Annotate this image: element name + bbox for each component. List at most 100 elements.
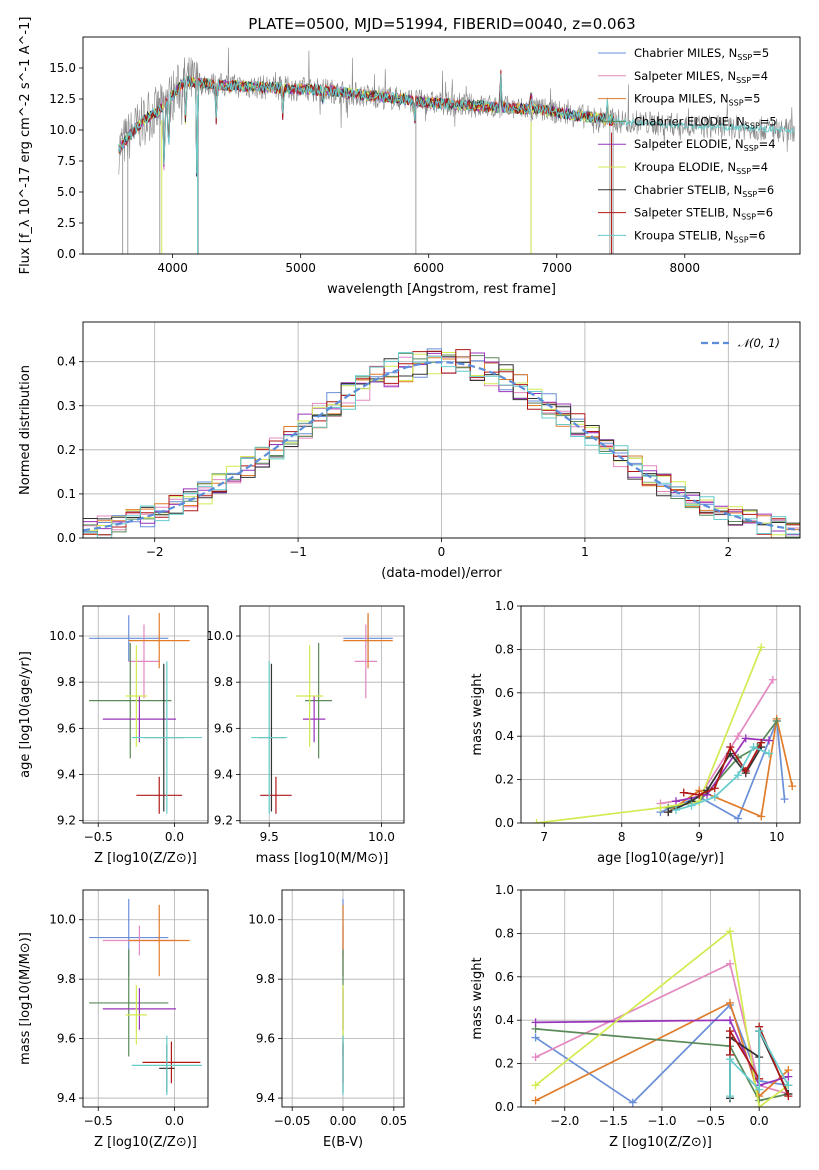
y-tick-label: 0.0 bbox=[57, 247, 76, 261]
panel-weight_vs_Z: −2.0 −1.5 −1.0 −0.5 0.0 0.0 0.2 0.4 0.6 0.8 1.0 Z [… bbox=[470, 883, 801, 1150]
x-axis-label: age [log10(age/yr)] bbox=[597, 851, 724, 866]
y-axis-label: mass weight bbox=[470, 957, 485, 1039]
legend: Chabrier MILES, NSSP=5 Salpeter MILES, NS… bbox=[598, 46, 777, 244]
y-tick-label: 9.8 bbox=[57, 972, 76, 986]
x-tick-label: 4000 bbox=[157, 261, 188, 275]
y-tick-label: 12.5 bbox=[49, 92, 76, 106]
model-line-kroupa_elodie bbox=[118, 73, 614, 168]
y-tick-label: 0.8 bbox=[495, 926, 514, 940]
panel-age_vs_mass: 9.5 10.0 9.2 9.4 9.6 9.8 10.0 mass [log10(M/M⊙)… bbox=[206, 605, 405, 866]
series-marker bbox=[687, 801, 696, 810]
series-marker bbox=[726, 959, 735, 968]
x-tick-label: 7 bbox=[540, 830, 548, 844]
errorbar-salpeter_stelib bbox=[142, 1041, 201, 1084]
y-tick-label: 1.0 bbox=[495, 599, 514, 613]
legend-label: Salpeter ELODIE, NSSP=4 bbox=[634, 137, 776, 153]
series-line bbox=[535, 962, 789, 1095]
weight-series bbox=[531, 927, 793, 1107]
axes-frame bbox=[520, 605, 801, 824]
errorbar-series bbox=[251, 612, 393, 814]
x-axis-label: Z [log10(Z/Z⊙)] bbox=[94, 851, 197, 866]
legend-label: Kroupa STELIB, NSSP=6 bbox=[634, 228, 765, 244]
model-line-salpeter_miles bbox=[118, 73, 615, 171]
legend-label: Kroupa MILES, NSSP=5 bbox=[634, 92, 760, 108]
series-marker bbox=[757, 738, 766, 747]
series-line bbox=[535, 929, 789, 1107]
y-axis-label: Normed distribution bbox=[18, 365, 33, 495]
weight-series bbox=[532, 643, 797, 823]
y-tick-label: 0.2 bbox=[57, 443, 76, 457]
legend-label: Chabrier STELIB, NSSP=6 bbox=[634, 183, 774, 199]
series-line bbox=[535, 1001, 789, 1102]
y-tick-label: 7.5 bbox=[57, 154, 76, 168]
x-tick-label: −2 bbox=[146, 545, 164, 559]
axes-frame bbox=[82, 36, 801, 255]
series-line bbox=[536, 646, 763, 823]
series-marker bbox=[749, 743, 758, 752]
x-tick-label: 7000 bbox=[541, 261, 572, 275]
x-tick-label: 10.0 bbox=[368, 830, 395, 844]
model-line-salpeter_stelib bbox=[118, 70, 615, 168]
series-marker bbox=[726, 1027, 735, 1036]
series-marker bbox=[726, 998, 735, 1007]
legend-entry-kroupa_elodie: Kroupa ELODIE, NSSP=4 bbox=[598, 160, 768, 176]
figure-title: PLATE=0500, MJD=51994, FIBERID=0040, z=0… bbox=[248, 15, 635, 33]
legend-label: Chabrier ELODIE, NSSP=5 bbox=[634, 114, 777, 130]
legend-entry-kroupa_stelib: Kroupa STELIB, NSSP=6 bbox=[598, 228, 765, 244]
errorbar-kroupa_elodie bbox=[125, 645, 148, 747]
errorbar-kroupa_miles bbox=[343, 612, 393, 669]
errorbar-salpeter_elodie bbox=[302, 696, 326, 743]
series-marker bbox=[755, 1085, 764, 1094]
legend-entry-kroupa_miles: Kroupa MILES, NSSP=5 bbox=[598, 92, 760, 108]
legend-entry-salpeter_miles: Salpeter MILES, NSSP=4 bbox=[598, 69, 768, 85]
model-line-chabrier_elodie bbox=[118, 75, 615, 168]
x-tick-label: 0.00 bbox=[330, 1114, 357, 1128]
legend: 𝒩(0, 1) bbox=[701, 336, 780, 350]
x-axis-label: Z [log10(Z/Z⊙)] bbox=[609, 1135, 712, 1150]
series-marker bbox=[734, 814, 742, 823]
legend-entry-salpeter_stelib: Salpeter STELIB, NSSP=6 bbox=[598, 206, 773, 222]
series-marker bbox=[672, 797, 680, 806]
series-marker bbox=[726, 1092, 735, 1101]
model-line-kroupa_stelib bbox=[118, 73, 615, 174]
series-kroupa_stelib bbox=[672, 743, 773, 814]
y-tick-label: 0.4 bbox=[57, 355, 76, 369]
series-marker bbox=[755, 1103, 764, 1107]
series-marker bbox=[780, 795, 789, 804]
y-tick-label: 9.6 bbox=[214, 721, 233, 735]
y-tick-label: 1.0 bbox=[495, 883, 514, 897]
x-tick-label: 0.05 bbox=[380, 1114, 407, 1128]
x-tick-label: −1.5 bbox=[599, 1114, 628, 1128]
x-tick-label: 9.5 bbox=[260, 830, 279, 844]
normal-curve bbox=[83, 361, 800, 532]
y-tick-label: 0.3 bbox=[57, 399, 76, 413]
series-marker bbox=[734, 732, 742, 741]
x-tick-label: 5000 bbox=[285, 261, 316, 275]
series-line bbox=[675, 745, 770, 811]
errorbar-chabrier_elodie bbox=[89, 949, 169, 1057]
series-marker bbox=[679, 788, 688, 797]
series-marker bbox=[656, 803, 665, 812]
series-marker bbox=[531, 1033, 540, 1042]
series-marker bbox=[726, 1016, 735, 1025]
series-kroupa_stelib bbox=[726, 1027, 793, 1101]
errorbar-kroupa_elodie bbox=[296, 645, 324, 747]
series-kroupa_elodie bbox=[532, 643, 766, 823]
y-tick-label: 0.0 bbox=[495, 816, 514, 830]
series-marker bbox=[628, 1098, 637, 1107]
spectrum-lines bbox=[118, 47, 796, 254]
x-tick-label: 8 bbox=[618, 830, 626, 844]
panel-age_vs_Z: −0.5 0.0 9.2 9.4 9.6 9.8 10.0 Z [log10(Z/Z⊙)] ag… bbox=[18, 605, 209, 866]
x-axis-label: E(B-V) bbox=[323, 1135, 363, 1150]
histogram-series bbox=[83, 348, 800, 538]
errorbar-salpeter_elodie bbox=[102, 988, 176, 1030]
errorbar-series bbox=[89, 898, 202, 1096]
y-tick-label: 9.6 bbox=[256, 1032, 275, 1046]
series-marker bbox=[710, 792, 719, 801]
y-tick-label: 2.5 bbox=[57, 216, 76, 230]
y-tick-label: 9.8 bbox=[256, 972, 275, 986]
y-tick-label: 9.6 bbox=[57, 721, 76, 735]
y-tick-label: 9.4 bbox=[57, 768, 76, 782]
x-tick-label: 0.0 bbox=[165, 830, 184, 844]
